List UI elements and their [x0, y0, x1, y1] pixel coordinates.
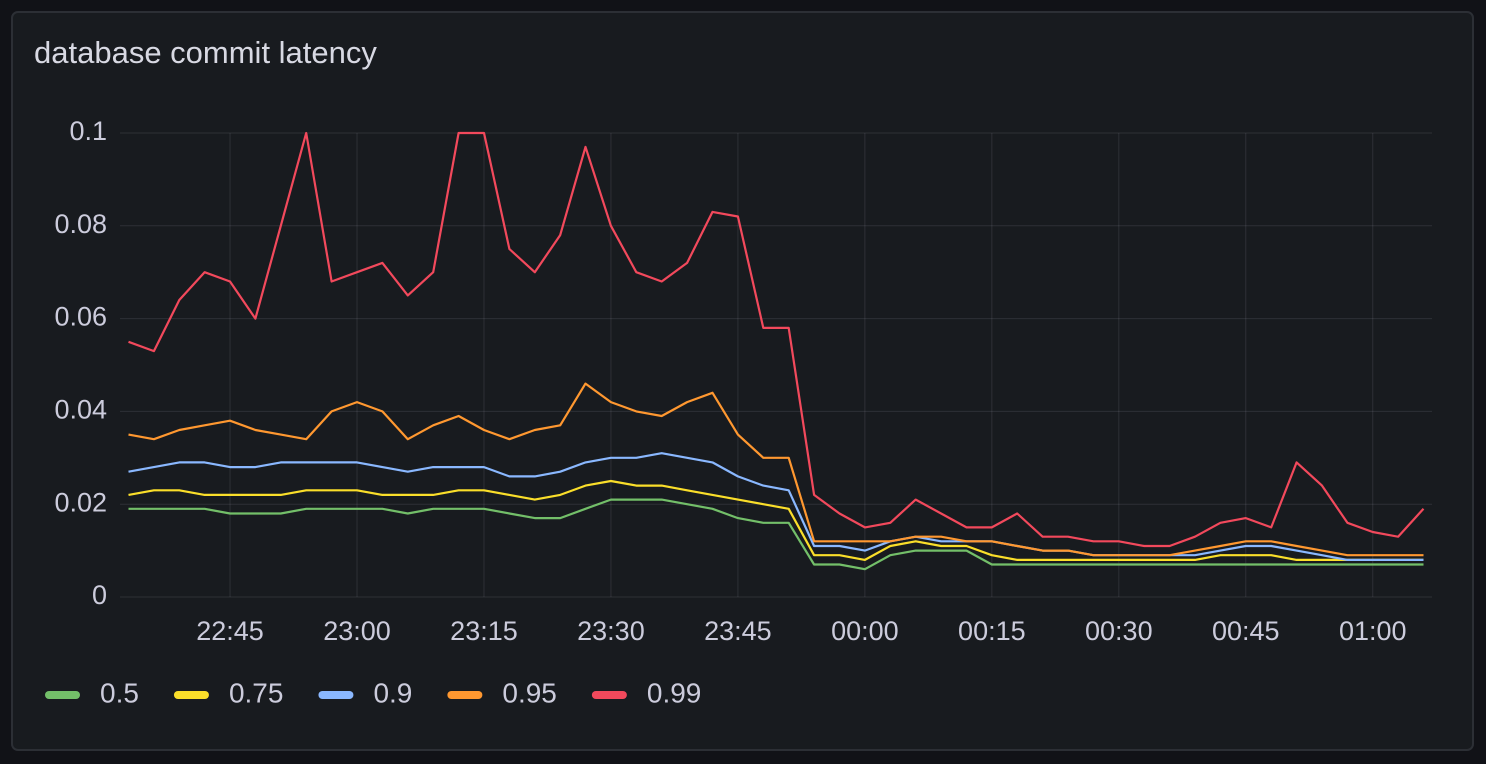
- y-tick-label: 0.02: [54, 487, 107, 517]
- legend-swatch: [45, 691, 80, 699]
- y-tick-label: 0: [92, 580, 107, 610]
- legend-label: 0.5: [100, 677, 139, 708]
- series-line: [128, 382, 1424, 557]
- legend-swatch: [318, 691, 354, 699]
- series-line: [128, 452, 1424, 561]
- x-tick-label: 23:45: [704, 616, 772, 646]
- x-tick-label: 23:30: [577, 616, 645, 646]
- x-tick-label: 00:45: [1212, 616, 1280, 646]
- legend-label: 0.99: [647, 677, 702, 708]
- legend-label: 0.9: [373, 677, 412, 708]
- x-tick-label: 01:00: [1339, 616, 1407, 646]
- legend-swatch: [447, 691, 483, 699]
- legend-swatch: [591, 691, 627, 699]
- x-tick-label: 00:15: [958, 616, 1026, 646]
- series-line: [128, 131, 1425, 548]
- legend-label: 0.95: [502, 677, 557, 708]
- legend-swatch: [173, 691, 209, 699]
- x-tick-label: 00:00: [831, 616, 899, 646]
- x-tick-label: 23:15: [450, 616, 518, 646]
- y-tick-label: 0.1: [69, 116, 107, 146]
- panel-title: database commit latency: [34, 35, 377, 70]
- x-tick-label: 23:00: [323, 616, 391, 646]
- y-tick-label: 0.08: [54, 209, 107, 239]
- legend-label: 0.75: [229, 677, 284, 708]
- y-tick-label: 0.04: [54, 395, 107, 425]
- x-tick-label: 22:45: [196, 616, 264, 646]
- series-line: [128, 498, 1424, 571]
- x-tick-label: 00:30: [1085, 616, 1153, 646]
- series-line: [128, 479, 1424, 561]
- y-tick-label: 0.06: [54, 302, 107, 332]
